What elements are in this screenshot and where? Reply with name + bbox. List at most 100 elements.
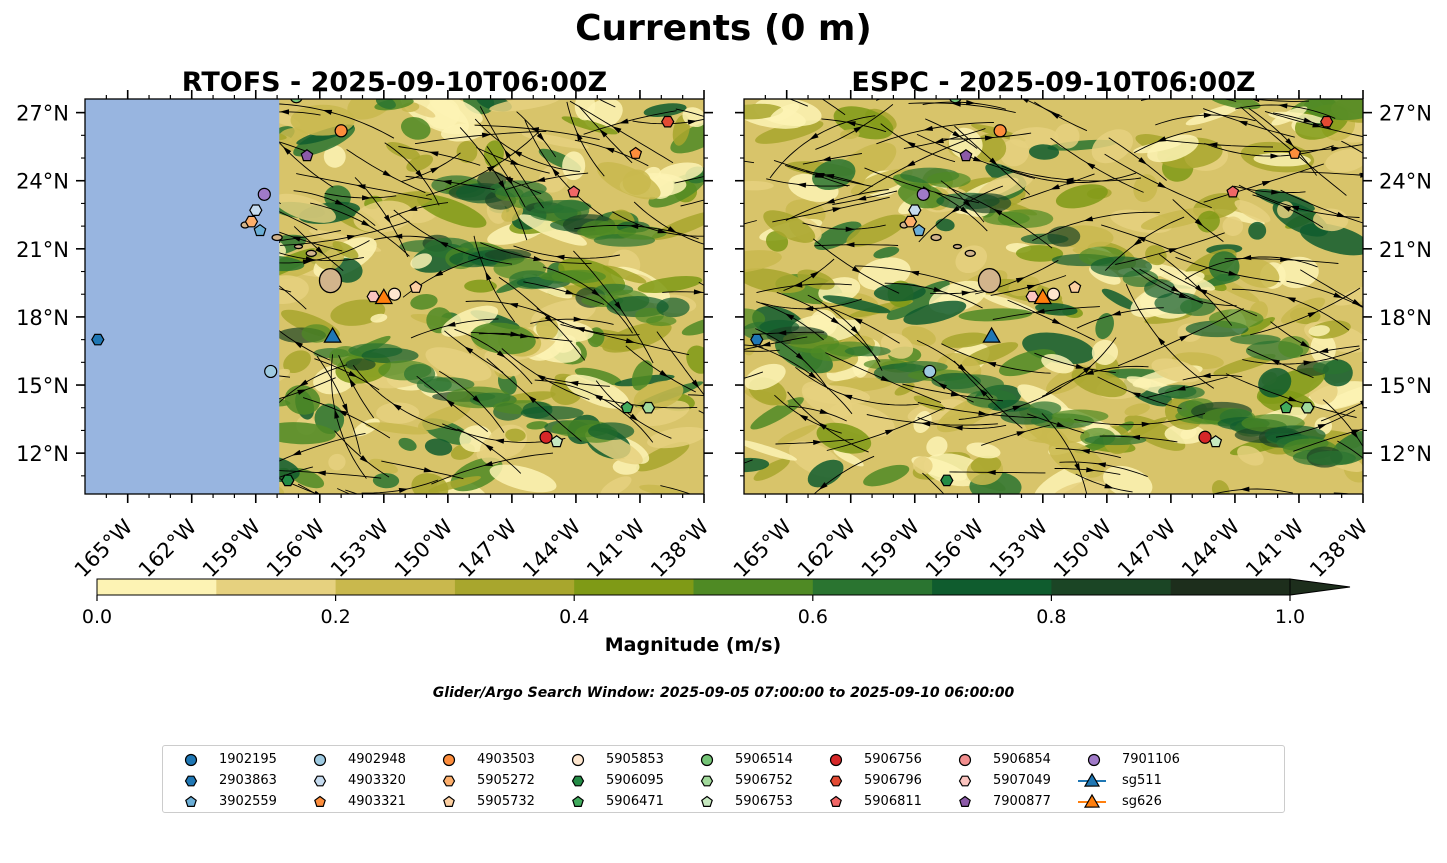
streamline: [916, 339, 994, 399]
streamline-arrow: [803, 306, 814, 312]
streamline: [486, 146, 526, 208]
magnitude-patch: [1140, 207, 1214, 231]
streamline: [864, 167, 980, 204]
streamline: [674, 176, 704, 184]
marker-5906514: [290, 99, 303, 104]
streamline: [802, 222, 886, 230]
x-tick-label: 156°W: [262, 514, 330, 582]
streamline-arrow: [334, 199, 345, 206]
streamline-arrow: [796, 182, 807, 188]
legend-marker: [442, 775, 456, 787]
streamline: [1075, 473, 1133, 493]
x-tick-label: 150°W: [1049, 514, 1117, 582]
streamline: [384, 142, 440, 206]
marker-5906756: [1198, 430, 1212, 444]
streamline-arrow: [966, 100, 976, 106]
magnitude-patch: [631, 360, 653, 391]
streamline: [389, 202, 449, 218]
streamline-arrow: [978, 410, 988, 416]
streamline-arrow: [496, 350, 506, 358]
streamline-arrow: [1168, 248, 1179, 254]
magnitude-patch: [816, 422, 872, 454]
magnitude-patch: [574, 367, 622, 385]
streamline: [302, 397, 391, 439]
streamline: [1248, 108, 1317, 176]
streamline-arrow: [979, 388, 988, 397]
streamline-arrow: [853, 317, 863, 325]
streamline: [297, 483, 317, 494]
streamline-arrow: [1056, 421, 1066, 428]
magnitude-patch: [505, 428, 526, 442]
magnitude-patch: [966, 442, 1001, 459]
x-tick-label: 159°W: [198, 514, 266, 582]
map-frame: [84, 98, 705, 495]
streamline-arrow: [407, 205, 418, 211]
magnitude-patch: [686, 345, 704, 374]
legend-marker: [829, 753, 843, 767]
legend-label: 7901106: [1122, 752, 1180, 767]
marker-7901106: [257, 187, 271, 201]
marker-5906796: [1320, 115, 1334, 128]
streamline-arrow: [776, 330, 787, 336]
streamline: [273, 469, 382, 479]
streamline-arrow: [1271, 189, 1281, 195]
streamline: [316, 355, 361, 455]
streamline-arrow: [285, 505, 292, 514]
streamline-arrow: [784, 313, 795, 321]
streamline-arrow: [361, 219, 371, 227]
platform-markers: [750, 99, 1334, 487]
magnitude-patch: [401, 116, 431, 140]
legend-marker: [314, 795, 326, 807]
magnitude-patch: [744, 180, 774, 191]
marker-7900877: [300, 149, 314, 162]
colorbar-tick-label: 1.0: [1275, 606, 1305, 628]
streamline-arrow: [629, 223, 639, 229]
jet-patch: [1051, 409, 1109, 423]
y-tick-label: 24°N: [16, 170, 69, 194]
streamline-arrow: [853, 125, 863, 133]
streamline: [1007, 299, 1095, 341]
marker-5905272: [903, 215, 918, 228]
jet-patch: [926, 172, 971, 188]
streamline: [1034, 352, 1116, 374]
jet-patch: [520, 405, 584, 420]
magnitude-patch: [863, 464, 910, 487]
streamline: [1300, 345, 1360, 357]
streamline: [1280, 189, 1363, 224]
streamline-arrow: [989, 157, 998, 166]
marker-2903863: [750, 333, 764, 346]
streamline: [744, 349, 780, 352]
legend-label: 1902195: [219, 752, 277, 767]
streamline: [807, 294, 883, 371]
legend: 1902195 2903863 3902559 4902948 4903320 49033…: [162, 745, 1285, 813]
streamline: [1320, 402, 1363, 422]
magnitude-patch: [398, 437, 417, 451]
jet-patch: [301, 324, 332, 343]
magnitude-patch: [670, 119, 704, 154]
magnitude-patch: [489, 99, 560, 112]
streamline: [1247, 348, 1314, 379]
streamline-arrow: [1178, 292, 1189, 299]
streamline-arrow: [1085, 162, 1096, 170]
streamline-arrow: [1074, 462, 1081, 473]
magnitude-patch: [1308, 325, 1330, 337]
streamline-arrow: [69, 312, 78, 320]
no-data-region: [85, 99, 280, 494]
jet-patch: [943, 374, 1004, 394]
magnitude-patch: [755, 120, 824, 144]
streamline: [505, 172, 589, 191]
streamline: [1010, 168, 1142, 182]
magnitude-patch: [328, 453, 346, 471]
magnitude-patch: [489, 464, 557, 493]
streamline: [785, 189, 889, 221]
streamline: [583, 110, 677, 135]
marker-5905853: [387, 287, 402, 301]
streamline-arrow: [349, 377, 356, 388]
streamline: [1145, 376, 1228, 399]
streamline-arrow: [1086, 467, 1096, 473]
streamline-arrow: [1179, 335, 1189, 342]
streamline: [1204, 142, 1334, 157]
colorbar: 0.0 0.2 0.4 0.6 0.8 1.0 Magnitude (m/s): [82, 578, 1351, 656]
legend-label: 5906514: [735, 752, 793, 767]
